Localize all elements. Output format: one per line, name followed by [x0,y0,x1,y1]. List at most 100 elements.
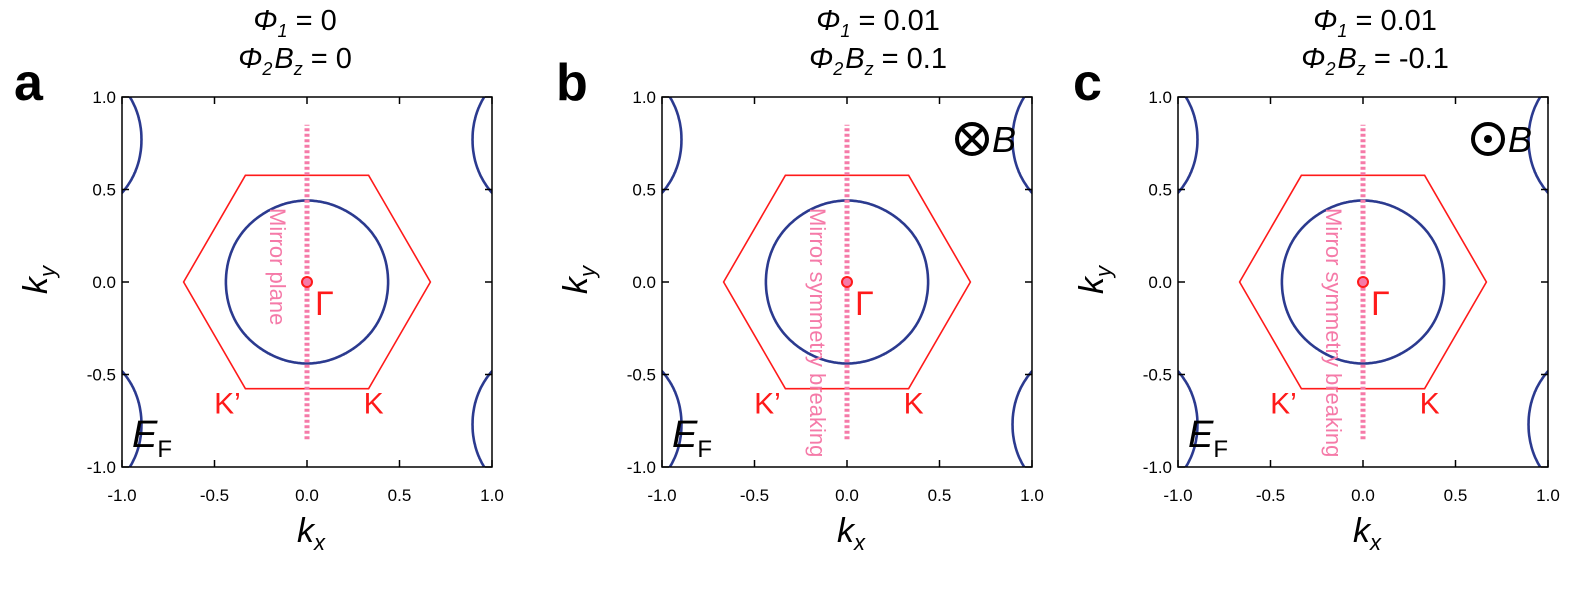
title-subscript: z [864,59,874,79]
brillouin-zone-hexagon [722,174,972,390]
kprime-label: K’ [754,387,781,420]
y-axis-label: ky [557,264,600,294]
energy-label: EF [672,414,712,463]
x-tick-label: -1.0 [107,486,136,505]
x-axis-label-sub: x [853,530,866,555]
x-tick-label: 0.0 [295,486,319,505]
x-tick-label: -0.5 [200,486,229,505]
kprime-label: K’ [1270,387,1297,420]
x-tick-label: 1.0 [1020,486,1044,505]
panel-letter: a [14,54,44,112]
title-subscript: z [293,59,303,79]
brillouin-zone-hexagon [182,174,432,390]
gamma-point [841,276,853,288]
x-axis-label: kx [1353,512,1382,555]
x-tick-label: 0.5 [1444,486,1468,505]
title-subscript: 1 [278,21,288,41]
x-tick-label: -0.5 [740,486,769,505]
fermi-surface-contour [1178,97,1548,467]
y-axis-label: ky [17,264,60,294]
x-tick-label: 0.5 [388,486,412,505]
x-axis-label-main: k [837,512,856,550]
x-tick-label: -0.5 [1256,486,1285,505]
energy-label-sub: F [697,436,712,463]
x-tick-label: 0.0 [1351,486,1375,505]
y-tick-label: 0.0 [1148,273,1172,292]
title-line: Φ2Bz = -0.1 [1301,43,1449,79]
y-tick-label: 0.0 [632,273,656,292]
y-axis-label-sub: y [1091,264,1116,279]
x-tick-label: 0.5 [928,486,952,505]
title-symbol: B [845,43,864,75]
y-tick-label: -1.0 [627,458,656,477]
panel-letter: c [1073,54,1102,112]
mirror-text: Mirror symmetry breaking [1321,208,1346,457]
x-axis-label: kx [837,512,866,555]
field-circle-icon [1471,122,1505,156]
y-tick-label: -0.5 [627,366,656,385]
title-subscript: 1 [1337,21,1347,41]
gamma-label: Γ [315,285,334,323]
panel-c: Mirror symmetry breaking Γ K’ K EF B -1.0 -1.0 -… [1073,5,1560,555]
y-tick-label: 1.0 [1148,88,1172,107]
y-tick-label: 0.5 [92,181,116,200]
panel-a: Mirror plane Γ K’ K EF -1.0 -1.0 -0.5 -0.5 0.0 0.0… [14,5,504,555]
k-label: K [364,387,384,420]
x-tick-label: 0.0 [835,486,859,505]
x-tick-label: 1.0 [1536,486,1560,505]
x-axis-label-sub: x [1369,530,1382,555]
title-subscript: 2 [261,59,272,79]
title-subscript: z [1356,59,1366,79]
title-line: Φ1 = 0 [253,5,336,41]
title-symbol: Φ [238,43,262,75]
gamma-point [301,276,313,288]
field-circle-icon [955,122,989,156]
field-dot [1484,135,1492,143]
y-axis-label-main: k [17,275,55,294]
y-axis-label-sub: y [575,264,600,279]
title-subscript: 2 [1324,59,1335,79]
y-axis-label: ky [1073,264,1116,294]
title-value: = 0.01 [1347,5,1437,37]
energy-label-main: E [132,414,158,456]
y-tick-label: 1.0 [92,88,116,107]
y-tick-label: 0.5 [632,181,656,200]
y-tick-label: -1.0 [1143,458,1172,477]
energy-label-main: E [672,414,698,456]
brillouin-zone-hexagon [1238,174,1488,390]
x-axis-label-main: k [1353,512,1372,550]
energy-label: EF [132,414,172,463]
title-subscript: 1 [840,21,850,41]
x-tick-label: 1.0 [480,486,504,505]
kprime-label: K’ [214,387,241,420]
title-value: = 0 [288,5,337,37]
y-tick-label: 0.0 [92,273,116,292]
title-line: Φ1 = 0.01 [1313,5,1437,41]
x-tick-label: -1.0 [1163,486,1192,505]
energy-label-sub: F [157,436,172,463]
title-symbol: Φ [816,5,840,37]
y-axis-label-main: k [1073,275,1111,294]
k-label: K [904,387,924,420]
title-symbol: B [274,43,293,75]
x-tick-label: -1.0 [647,486,676,505]
k-label: K [1420,387,1440,420]
y-axis-label-sub: y [35,264,60,279]
field-cross-line [960,127,984,151]
field-label: B [992,119,1016,160]
title-value: = 0.01 [850,5,940,37]
y-tick-label: 1.0 [632,88,656,107]
fermi-surface-contour [122,97,492,467]
fermi-surface-contour [662,97,1032,467]
title-symbol: Φ [809,43,833,75]
mirror-text: Mirror plane [265,208,290,325]
energy-label: EF [1188,414,1228,463]
y-tick-label: 0.5 [1148,181,1172,200]
title-value: = -0.1 [1366,43,1449,75]
gamma-point [1357,276,1369,288]
title-subscript: 2 [832,59,843,79]
x-axis-label-sub: x [313,530,326,555]
title-value: = 0 [303,43,352,75]
title-symbol: Φ [1301,43,1325,75]
